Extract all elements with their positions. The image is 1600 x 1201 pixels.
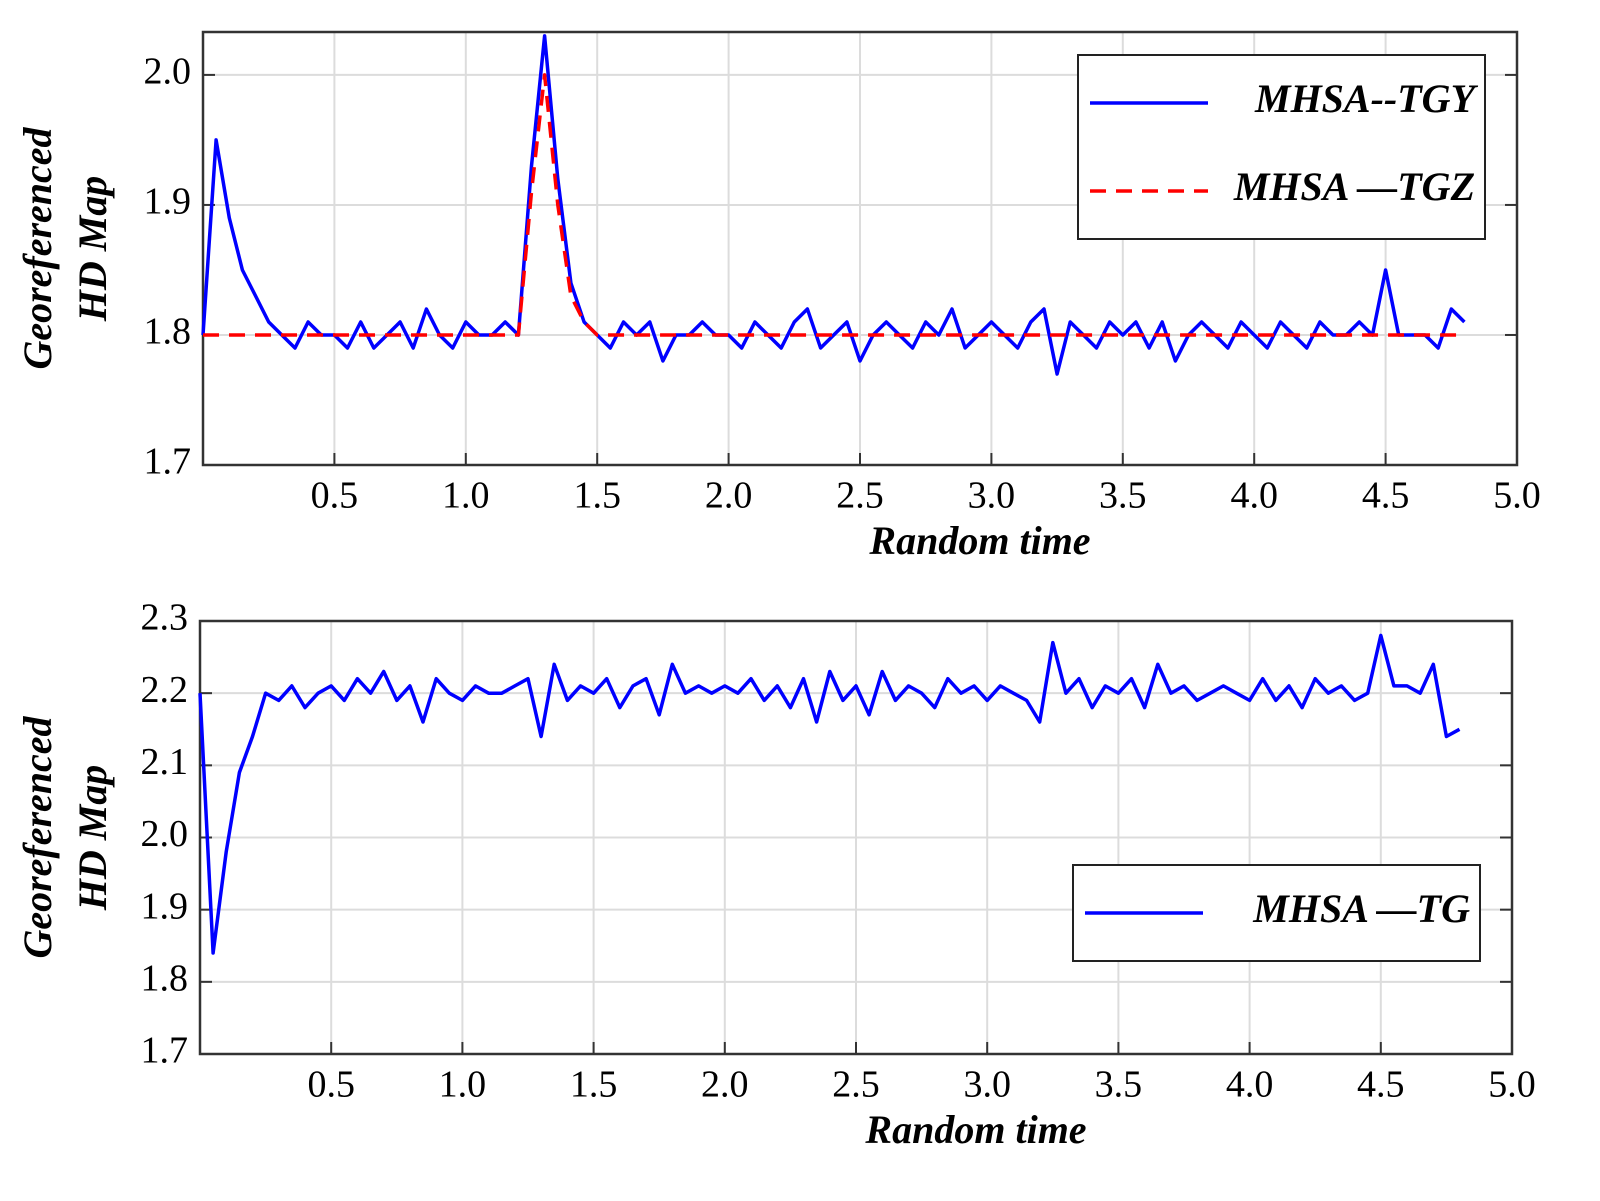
legend-box	[1077, 54, 1486, 240]
x-tick-label: 3.5	[1099, 475, 1147, 517]
x-tick-label: 3.0	[963, 1064, 1011, 1106]
plot-frame	[201, 30, 1519, 467]
y-tick-label: 2.3	[141, 597, 189, 639]
y-axis-label: HD Map	[70, 765, 115, 912]
x-axis-label: Random time	[864, 1107, 1086, 1152]
y-tick-label: 1.8	[141, 958, 189, 1000]
x-tick-label: 2.5	[832, 1064, 880, 1106]
x-tick-label: 2.0	[701, 1064, 749, 1106]
legend-label: MHSA--TGY	[1254, 76, 1479, 121]
y-tick-label: 2.1	[141, 741, 189, 783]
y-tick-label: 1.7	[144, 441, 192, 483]
legend-label: MHSA —TGZ	[1233, 164, 1475, 209]
data-line	[201, 34, 1466, 376]
x-tick-label: 0.5	[307, 1064, 355, 1106]
y-axis-label: HD Map	[70, 176, 115, 323]
legend: MHSA--TGY MHSA —TGZ	[1077, 54, 1486, 240]
x-tick-label: 2.0	[705, 475, 753, 517]
y-tick-label: 2.2	[141, 669, 189, 711]
legend-label: MHSA —TG	[1252, 886, 1470, 931]
x-tick-label: 4.0	[1226, 1064, 1274, 1106]
x-tick-label: 1.5	[573, 475, 621, 517]
y-tick-label: 1.7	[141, 1030, 189, 1072]
x-tick-label: 2.5	[836, 475, 884, 517]
x-tick-label: 0.5	[311, 475, 359, 517]
x-tick-label: 1.0	[439, 1064, 487, 1106]
x-tick-label: 3.5	[1095, 1064, 1143, 1106]
y-tick-label: 2.0	[141, 813, 189, 855]
x-tick-label: 5.0	[1488, 1064, 1536, 1106]
y-tick-label: 1.9	[144, 181, 192, 223]
x-tick-label: 3.0	[968, 475, 1016, 517]
x-tick-label: 1.0	[442, 475, 490, 517]
x-axis-label: Random time	[868, 518, 1090, 563]
y-tick-label: 1.9	[141, 885, 189, 927]
y-axis-label: Georeferenced	[15, 126, 60, 369]
x-tick-label: 5.0	[1493, 475, 1541, 517]
plot-frame	[198, 619, 1514, 1056]
x-tick-label: 4.0	[1230, 475, 1278, 517]
data-line	[203, 73, 1465, 337]
data-line	[198, 633, 1461, 955]
legend: MHSA —TG	[1072, 864, 1481, 962]
x-tick-label: 4.5	[1357, 1064, 1405, 1106]
y-axis-label: Georeferenced	[15, 715, 60, 958]
y-tick-label: 2.0	[144, 51, 192, 93]
x-tick-label: 4.5	[1362, 475, 1410, 517]
y-tick-label: 1.8	[144, 311, 192, 353]
x-tick-label: 1.5	[570, 1064, 618, 1106]
